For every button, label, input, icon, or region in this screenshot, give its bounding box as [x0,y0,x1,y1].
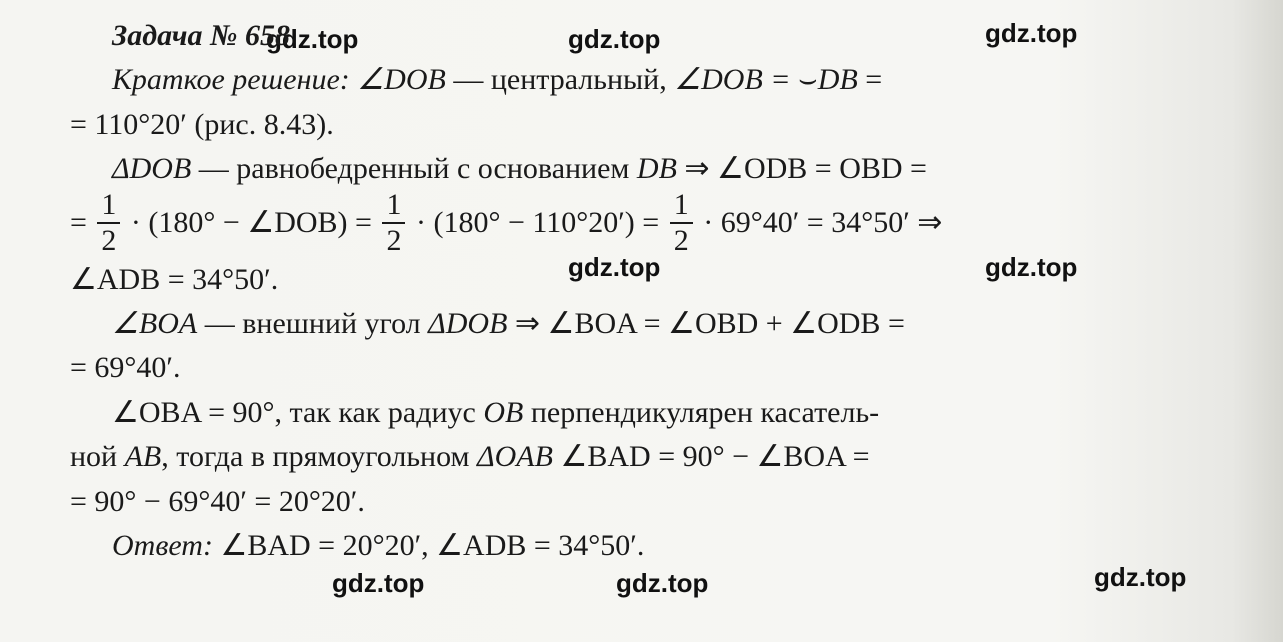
problem-title-line: Задача № 658 [70,14,1241,58]
answer-line: Ответ: ∠BAD = 20°20′, ∠ADB = 34°50′. [70,524,1241,568]
fraction: 12 [97,190,120,256]
problem-label: Задача № 658 [112,19,290,52]
watermark: gdz.top [616,564,708,602]
answer-label: Ответ: [112,529,213,562]
solution-line-7: = 69°40′. [70,346,1241,390]
solution-line-5: ∠ADB = 34°50′. [70,258,1241,302]
fraction: 12 [382,190,405,256]
solution-line-3: ΔDOB — равнобедренный с основанием DB ⇒ … [70,147,1241,191]
expr: ∠DOB — центральный, ∠DOB = ⌣DB = [357,63,882,96]
watermark: gdz.top [332,564,424,602]
brief-solution-label: Краткое решение: [112,63,350,96]
arc-symbol: ⌣ [798,58,818,102]
solution-line-9: ной AB, тогда в прямоугольном ΔOAB ∠BAD … [70,435,1241,479]
solution-line-4: = 12 · (180° − ∠DOB) = 12 · (180° − 110°… [70,192,1241,258]
solution-line-1: Краткое решение: ∠DOB — центральный, ∠DO… [70,58,1241,102]
page: Задача № 658 Краткое решение: ∠DOB — цен… [0,0,1283,642]
solution-line-2: = 110°20′ (рис. 8.43). [70,103,1241,147]
solution-line-10: = 90° − 69°40′ = 20°20′. [70,480,1241,524]
fraction: 12 [670,190,693,256]
answer-body: ∠BAD = 20°20′, ∠ADB = 34°50′. [213,529,644,562]
solution-line-8: ∠OBA = 90°, так как радиус OB перпендику… [70,391,1241,435]
solution-line-6: ∠BOA — внешний угол ΔDOB ⇒ ∠BOA = ∠OBD +… [70,302,1241,346]
